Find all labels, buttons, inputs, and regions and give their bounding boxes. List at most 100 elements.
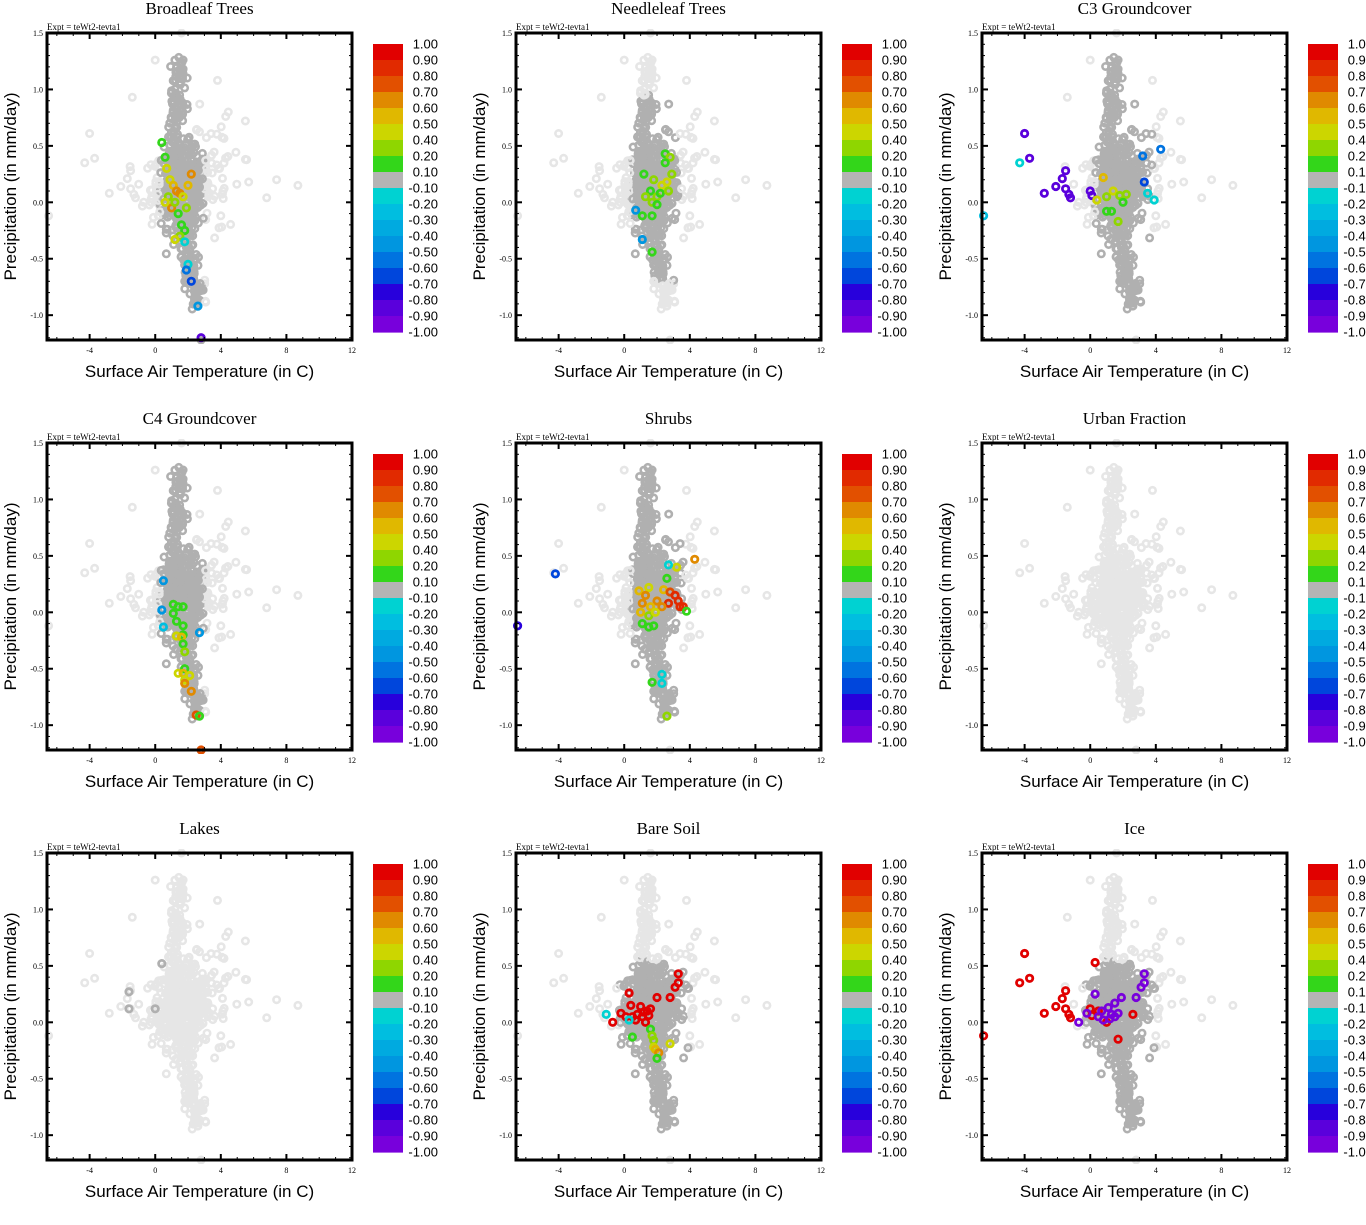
colorbar-band [842,582,872,599]
colorbar-band [842,614,872,631]
highlight-point [1021,130,1027,136]
colorbar-band [373,204,403,221]
colorbar-band [373,550,403,567]
data-point [715,179,721,185]
data-point [1087,57,1093,63]
colorbar-band [1308,140,1338,157]
highlight-point [196,629,202,635]
colorbar-label: 0.40 [882,543,907,558]
experiment-label: Expt = teWt2-tevta1 [47,432,121,442]
y-tick-label: -1.0 [30,311,43,320]
colorbar-band [373,454,403,471]
data-point [1093,579,1099,585]
highlight-point [1053,183,1059,189]
data-point [636,63,642,69]
colorbar-label: -0.70 [408,277,438,292]
data-point [1146,645,1152,651]
colorbar-band [1308,44,1338,61]
data-point [152,57,158,63]
data-point [124,175,130,181]
highlight-point [1026,155,1032,161]
data-point [197,511,203,517]
data-point [264,195,270,201]
colorbar-band [1308,220,1338,237]
data-point [144,165,150,171]
x-tick-label: 0 [622,756,626,765]
colorbar-band [373,172,403,189]
colorbar-label: -0.50 [1343,245,1366,260]
experiment-label: Expt = teWt2-tevta1 [47,22,121,32]
colorbar-label: -0.10 [877,181,907,196]
data-point [1084,221,1090,227]
data-point [1071,181,1077,187]
points-layer [45,440,301,753]
data-point [136,591,142,597]
colorbar-label: -1.00 [877,735,907,750]
colorbar-label: 1.00 [413,447,438,462]
data-point [147,187,153,193]
data-point [86,130,92,136]
colorbar-label: -1.00 [408,735,438,750]
data-point [295,592,301,598]
data-point [144,575,150,581]
colorbar-label: -0.70 [1343,277,1366,292]
x-tick-label: 12 [817,756,825,765]
colorbar-label: -0.80 [1343,293,1366,308]
data-point [703,181,709,187]
colorbar: 1.000.900.800.700.600.500.400.200.10-0.1… [373,447,438,750]
data-point [560,565,566,571]
data-point [234,591,240,597]
x-tick-label: 4 [219,346,223,355]
highlight-point [692,556,698,562]
x-tick-label: 8 [1219,346,1223,355]
data-point [218,213,224,219]
data-point [218,124,224,130]
data-point [209,186,215,192]
colorbar-label: -0.60 [877,671,907,686]
colorbar-band [1308,284,1338,301]
data-point [219,175,225,181]
data-point [218,534,224,540]
data-point [742,587,748,593]
x-tick-label: 12 [1283,346,1291,355]
colorbar-label: -0.80 [408,703,438,718]
x-tick-label: 4 [688,346,692,355]
colorbar-band [842,662,872,679]
data-point [627,220,633,226]
colorbar-label: -0.90 [408,719,438,734]
colorbar-band [1308,188,1338,205]
data-point [246,589,252,595]
colorbar-label: -0.90 [408,309,438,324]
colorbar-label: -0.80 [408,293,438,308]
experiment-label: Expt = teWt2-tevta1 [982,432,1056,442]
data-point [1181,179,1187,185]
x-axis-label: Surface Air Temperature (in C) [554,772,783,791]
x-tick-label: -4 [86,346,93,355]
colorbar-band [373,156,403,173]
chart-title: Shrubs [645,409,692,428]
colorbar-band [373,188,403,205]
data-point [295,182,301,188]
colorbar-label: 0.60 [413,511,438,526]
data-point [641,57,647,63]
colorbar-band [1308,76,1338,93]
colorbar-label: 0.90 [413,53,438,68]
data-point [149,221,155,227]
data-point [199,150,205,156]
data-point [653,75,659,81]
points-layer [45,30,301,343]
data-point [136,181,142,187]
colorbar-label: -0.50 [408,245,438,260]
colorbar-label: -0.60 [408,261,438,276]
colorbar-band [1308,204,1338,221]
colorbar-band [842,268,872,285]
colorbar-label: 0.10 [413,575,438,590]
data-point [82,570,88,576]
colorbar-label: -0.30 [1343,213,1366,228]
data-point [742,177,748,183]
x-axis-label: Surface Air Temperature (in C) [85,362,314,381]
colorbar-band [842,76,872,93]
data-point [233,149,239,155]
data-point [1102,63,1108,69]
